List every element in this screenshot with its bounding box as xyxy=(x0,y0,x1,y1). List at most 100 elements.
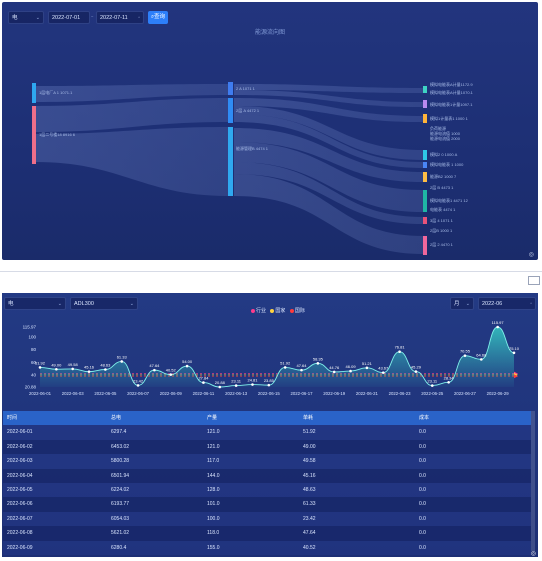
energy-flow-panel: 电 ⌄ 2022-07-01 ~ 2022-07-11 ▫ ⌕查询 能源流向图 xyxy=(2,2,538,260)
table-cell: 23.42 xyxy=(303,515,316,522)
search-icon: ⌕ xyxy=(150,14,155,20)
data-label: 23.42 xyxy=(133,378,144,383)
data-label: 49.00 xyxy=(51,362,62,367)
date-to-input[interactable]: 2022-07-11 ▫ xyxy=(96,11,144,24)
table-cell: 49.00 xyxy=(303,443,316,450)
sankey-chart xyxy=(32,82,427,255)
header-cost: 成本 xyxy=(419,415,430,421)
table-cell: 155.0 xyxy=(207,544,220,551)
data-point xyxy=(365,366,369,370)
table-row: 2022-06-09 6280.4 155.0 40.52 0.0 xyxy=(3,540,531,555)
sankey-node-right xyxy=(423,172,427,182)
sankey-node-mid-2 xyxy=(228,98,233,123)
table-cell: 2022-06-07 xyxy=(7,515,33,522)
table-cell: 121.0 xyxy=(207,429,220,436)
x-tick-label: 2022-06-01 xyxy=(29,391,52,396)
sankey-flow xyxy=(234,162,423,224)
data-table: 时间 总电 产量 单耗 成本 2022-06-01 6297.4 121.0 51.9… xyxy=(3,411,531,555)
data-label: 23.11 xyxy=(427,379,437,384)
y-tick-label: 115.97 xyxy=(23,325,37,330)
data-label: 58.35 xyxy=(313,356,324,361)
y-tick-label: 100 xyxy=(28,335,36,340)
table-cell: 40.52 xyxy=(303,544,316,551)
sankey-flow xyxy=(234,90,423,107)
energy-type-select[interactable]: 电 ⌄ xyxy=(8,11,44,24)
data-point xyxy=(512,351,516,355)
sankey-node-left-1 xyxy=(32,83,36,103)
date-from-value: 2022-07-01 xyxy=(52,15,81,21)
data-label: 44.76 xyxy=(329,365,340,370)
sankey-right-label: 能源B2 1000 7 xyxy=(430,174,457,179)
data-label: 48.63 xyxy=(100,362,111,367)
table-cell: 0.0 xyxy=(419,443,426,450)
header-total: 总电 xyxy=(111,415,122,421)
sankey-flow xyxy=(234,114,423,168)
table-cell: 49.58 xyxy=(303,458,316,465)
data-point xyxy=(218,385,222,389)
sankey-right-note: 能源电流值 1000 xyxy=(430,131,461,136)
header-unit: 单耗 xyxy=(303,415,314,421)
sankey-flow xyxy=(36,127,228,196)
chat-icon[interactable]: ◎ xyxy=(530,551,536,557)
data-label: 43.67 xyxy=(378,366,389,371)
x-tick-label: 2022-06-13 xyxy=(225,391,248,396)
device-select[interactable]: ADL300 ⌄ xyxy=(70,297,138,310)
month-picker[interactable]: 2022-06 ▫ xyxy=(478,297,536,310)
x-tick-label: 2022-06-29 xyxy=(487,391,510,396)
data-label: 23.11 xyxy=(231,379,241,384)
month-value: 2022-06 xyxy=(482,301,503,307)
table-cell: 2022-06-09 xyxy=(7,544,33,551)
data-point xyxy=(283,366,287,369)
collapse-icon[interactable] xyxy=(528,276,540,285)
x-tick-label: 2022-06-15 xyxy=(258,391,281,396)
table-cell: 144.0 xyxy=(207,472,220,479)
sankey-node-right xyxy=(423,190,427,212)
data-point xyxy=(430,384,434,387)
legend-label: 行业 xyxy=(256,308,267,314)
date-separator: ~ xyxy=(91,14,94,19)
data-label: 49.58 xyxy=(68,362,79,367)
table-cell: 0.0 xyxy=(419,429,426,436)
data-label: 28.34 xyxy=(444,375,455,380)
data-label: 64.68 xyxy=(476,352,487,357)
period-select[interactable]: 月 ⌄ xyxy=(450,297,474,310)
data-point xyxy=(202,381,205,384)
sankey-flow xyxy=(234,142,423,212)
data-point xyxy=(251,383,254,386)
table-cell: 0.0 xyxy=(419,515,426,522)
data-label: 24.81 xyxy=(247,378,258,383)
sankey-right-label: 模拟电能表A计量1172.9 xyxy=(430,82,473,87)
sankey-right-label: 3层 4 1071 1 xyxy=(430,218,453,223)
chevron-down-icon: ⌄ xyxy=(35,15,40,21)
sankey-flow xyxy=(234,128,423,182)
x-tick-label: 2022-06-27 xyxy=(454,391,477,396)
energy-select[interactable]: 电 ⌄ xyxy=(4,297,66,310)
table-cell: 0.0 xyxy=(419,501,426,508)
table-scrollbar[interactable] xyxy=(531,411,535,551)
sankey-flow xyxy=(36,84,228,102)
table-cell: 2022-06-03 xyxy=(7,458,33,465)
search-button[interactable]: ⌕查询 xyxy=(148,11,168,24)
data-label: 76.81 xyxy=(395,345,406,350)
table-cell: 128.0 xyxy=(207,486,220,493)
data-point xyxy=(55,367,58,371)
legend-dot xyxy=(251,308,255,313)
data-point xyxy=(136,384,140,387)
table-cell: 61.33 xyxy=(303,501,316,508)
data-point xyxy=(234,384,238,387)
panel-divider xyxy=(0,271,542,272)
date-from-input[interactable]: 2022-07-01 xyxy=(48,11,90,24)
date-to-value: 2022-07-11 xyxy=(100,15,128,21)
table-cell: 0.0 xyxy=(419,530,426,537)
table-cell: 118.0 xyxy=(207,530,220,537)
sankey-node-mid-3 xyxy=(228,127,233,196)
data-point xyxy=(169,373,173,376)
header-output: 产量 xyxy=(207,415,218,421)
y-tick-label: 60 xyxy=(31,360,37,365)
legend-label: 国家 xyxy=(275,308,286,314)
table-row: 2022-06-04 6501.94 144.0 45.16 0.0 xyxy=(3,468,531,483)
x-tick-label: 2022-06-21 xyxy=(356,391,379,396)
sankey-right-label: 2层B 1000 1 xyxy=(430,228,453,233)
chat-icon[interactable]: ◎ xyxy=(528,252,534,258)
data-label: 54.00 xyxy=(182,359,193,364)
